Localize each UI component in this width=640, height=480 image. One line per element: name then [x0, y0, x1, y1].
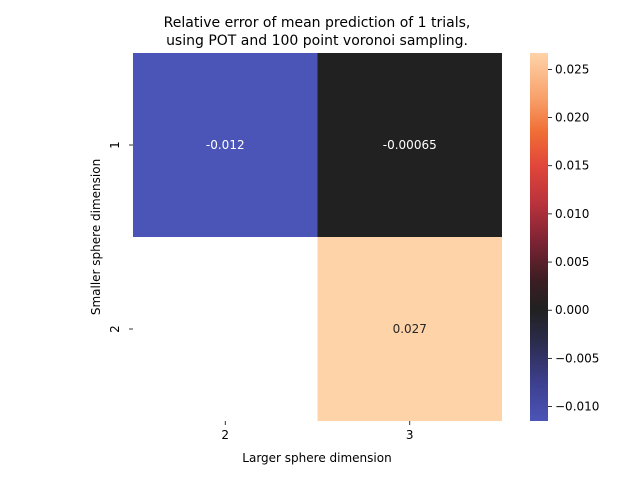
chart-title-line-2: using POT and 100 point voronoi sampling… [166, 33, 468, 49]
colorbar-ticks: −0.010 −0.005 0.000 0.005 0.010 0.015 0.020 0.0… [548, 62, 599, 414]
colorbar-tick-label: 0.025 [555, 62, 589, 76]
y-axis-ticks: 12 [108, 141, 133, 333]
y-axis-label: Smaller sphere dimension [89, 159, 103, 315]
cell-value-label: -0.012 [206, 138, 245, 152]
colorbar-tick-label: 0.000 [555, 303, 589, 317]
colorbar-tick-label: 0.015 [555, 159, 589, 173]
chart-title-line-1: Relative error of mean prediction of 1 t… [164, 15, 471, 31]
colorbar [530, 53, 548, 421]
heatmap-cell-labels: -0.012 -0.00065 0.027 [206, 138, 437, 336]
heatmap-cell [317, 53, 502, 237]
y-tick-label: 2 [108, 325, 122, 333]
colorbar-tick-label: −0.005 [555, 351, 599, 365]
x-tick-label: 2 [221, 428, 229, 442]
cell-value-label: 0.027 [393, 322, 427, 336]
colorbar-tick-label: 0.005 [555, 255, 589, 269]
colorbar-tick-label: 0.020 [555, 111, 589, 125]
x-axis-label: Larger sphere dimension [242, 451, 391, 465]
cell-value-label: -0.00065 [383, 138, 437, 152]
y-tick-label: 1 [108, 141, 122, 149]
x-tick-label: 3 [406, 428, 414, 442]
heatmap-cell [317, 237, 502, 421]
colorbar-tick-label: 0.010 [555, 207, 589, 221]
heatmap-cell [133, 53, 318, 237]
heatmap-cells [133, 53, 502, 421]
colorbar-tick-label: −0.010 [555, 400, 599, 414]
